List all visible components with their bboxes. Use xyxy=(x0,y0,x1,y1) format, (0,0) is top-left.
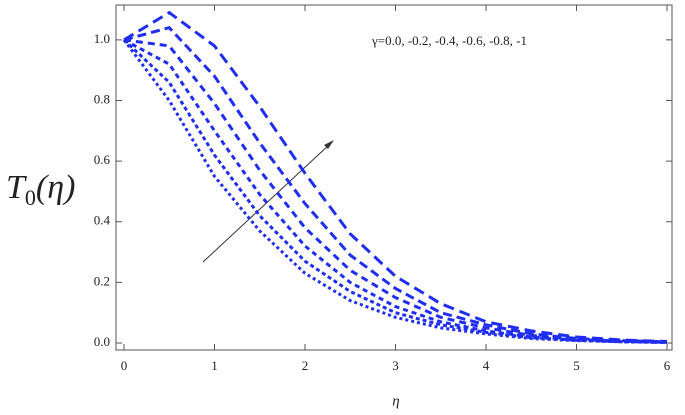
y-tick-label: 0.8 xyxy=(94,91,110,106)
series-line xyxy=(123,38,668,344)
series-line xyxy=(122,38,668,344)
y-tick-label: 0.4 xyxy=(94,213,111,228)
y-axis-label: T0(η) xyxy=(6,169,75,210)
arrow-head xyxy=(324,140,334,149)
plot-frame xyxy=(115,4,673,351)
x-tick-label: 6 xyxy=(664,358,671,373)
y-tick-label: 1.0 xyxy=(94,31,110,46)
y-label-main: T xyxy=(6,169,27,206)
series-line xyxy=(123,10,668,343)
y-label-sub: 0 xyxy=(25,185,36,210)
y-label-rest: (η) xyxy=(36,169,76,206)
arrow xyxy=(202,140,334,263)
x-tick-label: 0 xyxy=(121,358,128,373)
x-tick-label: 4 xyxy=(483,358,490,373)
y-tick-label: 0.2 xyxy=(94,273,110,288)
x-tick-label: 5 xyxy=(573,358,580,373)
y-tick-label: 0.0 xyxy=(94,334,110,349)
annotation: γ=0.0, -0.2, -0.4, -0.6, -0.8, -1 xyxy=(371,33,527,48)
series-line xyxy=(122,39,668,344)
x-tick-label: 3 xyxy=(392,358,399,373)
series-line xyxy=(123,26,668,344)
x-tick-label: 1 xyxy=(211,358,218,373)
y-tick-label: 0.6 xyxy=(94,152,111,167)
series-line xyxy=(123,38,668,344)
x-tick-label: 2 xyxy=(302,358,309,373)
x-axis-label: η xyxy=(392,393,399,409)
